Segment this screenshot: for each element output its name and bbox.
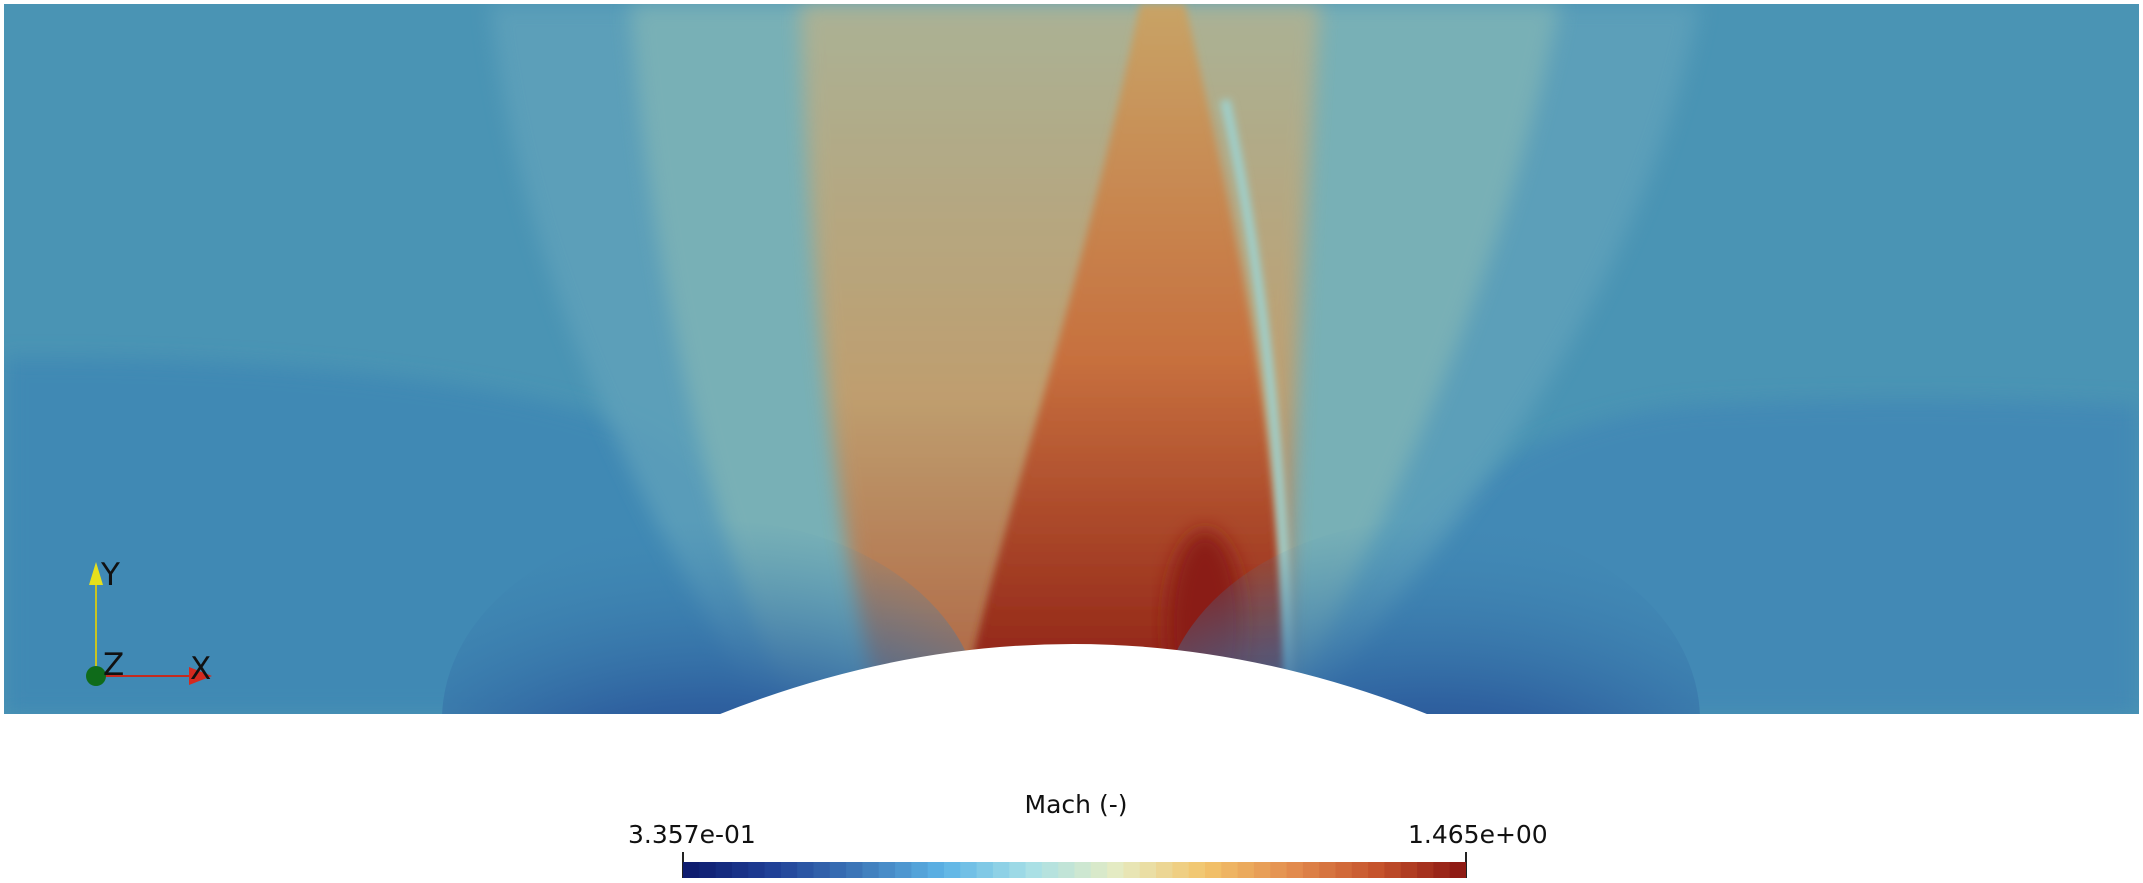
field-stagnation-trailing	[1160, 520, 1700, 714]
axis-y-label: Y	[100, 557, 120, 593]
scalar-bar-swatch	[1449, 862, 1466, 878]
scalar-bar-swatch	[1400, 862, 1418, 878]
scalar-bar-swatch	[1302, 862, 1320, 878]
scalar-bar-swatch	[699, 862, 717, 878]
scalar-bar-swatch	[960, 862, 978, 878]
scalar-bar-swatch	[1237, 862, 1255, 878]
scalar-bar-swatch	[780, 862, 798, 878]
scalar-bar-swatch	[1139, 862, 1157, 878]
scalar-bar-min-tick	[682, 852, 684, 878]
scalar-bar-max-label: 1.465e+00	[1408, 820, 1548, 849]
scalar-bar-swatch	[1123, 862, 1141, 878]
scalar-bar-swatch	[927, 862, 945, 878]
scalar-bar-swatch	[1368, 862, 1386, 878]
scalar-bar-swatch	[715, 862, 733, 878]
scalar-bar-swatch	[862, 862, 880, 878]
scalar-bar-swatch	[683, 862, 700, 878]
scalar-bar-min-label: 3.357e-01	[628, 820, 756, 849]
scalar-bar-title: Mach (-)	[1024, 790, 1128, 819]
scalar-bar-swatch	[1107, 862, 1125, 878]
field-stagnation-leading	[442, 520, 982, 714]
scalar-bar-swatch	[797, 862, 815, 878]
scalar-bar-swatch	[878, 862, 896, 878]
scalar-bar-swatch	[1335, 862, 1353, 878]
orientation-axes: Y Z X	[86, 557, 212, 687]
scalar-bar-swatch	[1009, 862, 1027, 878]
axis-y-arrow	[89, 562, 103, 585]
scalar-bar	[683, 862, 1466, 878]
scalar-bar-swatch	[1417, 862, 1434, 878]
axis-x-label: X	[190, 651, 211, 687]
scalar-bar-swatch	[1286, 862, 1304, 878]
scalar-bar-swatch	[1041, 862, 1059, 878]
scalar-bar-swatch	[1433, 862, 1451, 878]
scalar-bar-swatch	[1384, 862, 1402, 878]
scalar-bar-swatch	[813, 862, 831, 878]
bump-geometry	[715, 644, 1432, 716]
scalar-bar-swatch	[1058, 862, 1076, 878]
mach-contour-field	[4, 4, 2139, 714]
scalar-bar-swatch	[911, 862, 929, 878]
scalar-bar-swatch	[1205, 862, 1222, 878]
scalar-bar-swatch	[1188, 862, 1206, 878]
scalar-bar-swatch	[829, 862, 847, 878]
scalar-bar-swatch	[1253, 862, 1271, 878]
scalar-bar-swatch	[748, 862, 766, 878]
scalar-bar-swatch	[1025, 862, 1043, 878]
scalar-bar-swatch	[976, 862, 994, 878]
axis-z-point	[86, 666, 106, 686]
scalar-bar-swatch	[944, 862, 961, 878]
axis-z-label: Z	[103, 647, 124, 683]
scalar-bar-swatch	[1319, 862, 1337, 878]
axis-x-arrow	[189, 667, 212, 685]
scalar-bar-swatch	[992, 862, 1010, 878]
scalar-bar-swatch	[1221, 862, 1239, 878]
scalar-bar-swatch	[1351, 862, 1369, 878]
scalar-bar-swatch	[1074, 862, 1092, 878]
scalar-bar-swatch	[1270, 862, 1288, 878]
scalar-bar-swatch	[1156, 862, 1173, 878]
scalar-bar-swatch	[1090, 862, 1108, 878]
scalar-bar-swatch	[895, 862, 912, 878]
scalar-bar-swatch	[731, 862, 749, 878]
scalar-bar-swatch	[846, 862, 864, 878]
scalar-bar-swatch	[1172, 862, 1190, 878]
scalar-bar-swatch	[764, 862, 782, 878]
